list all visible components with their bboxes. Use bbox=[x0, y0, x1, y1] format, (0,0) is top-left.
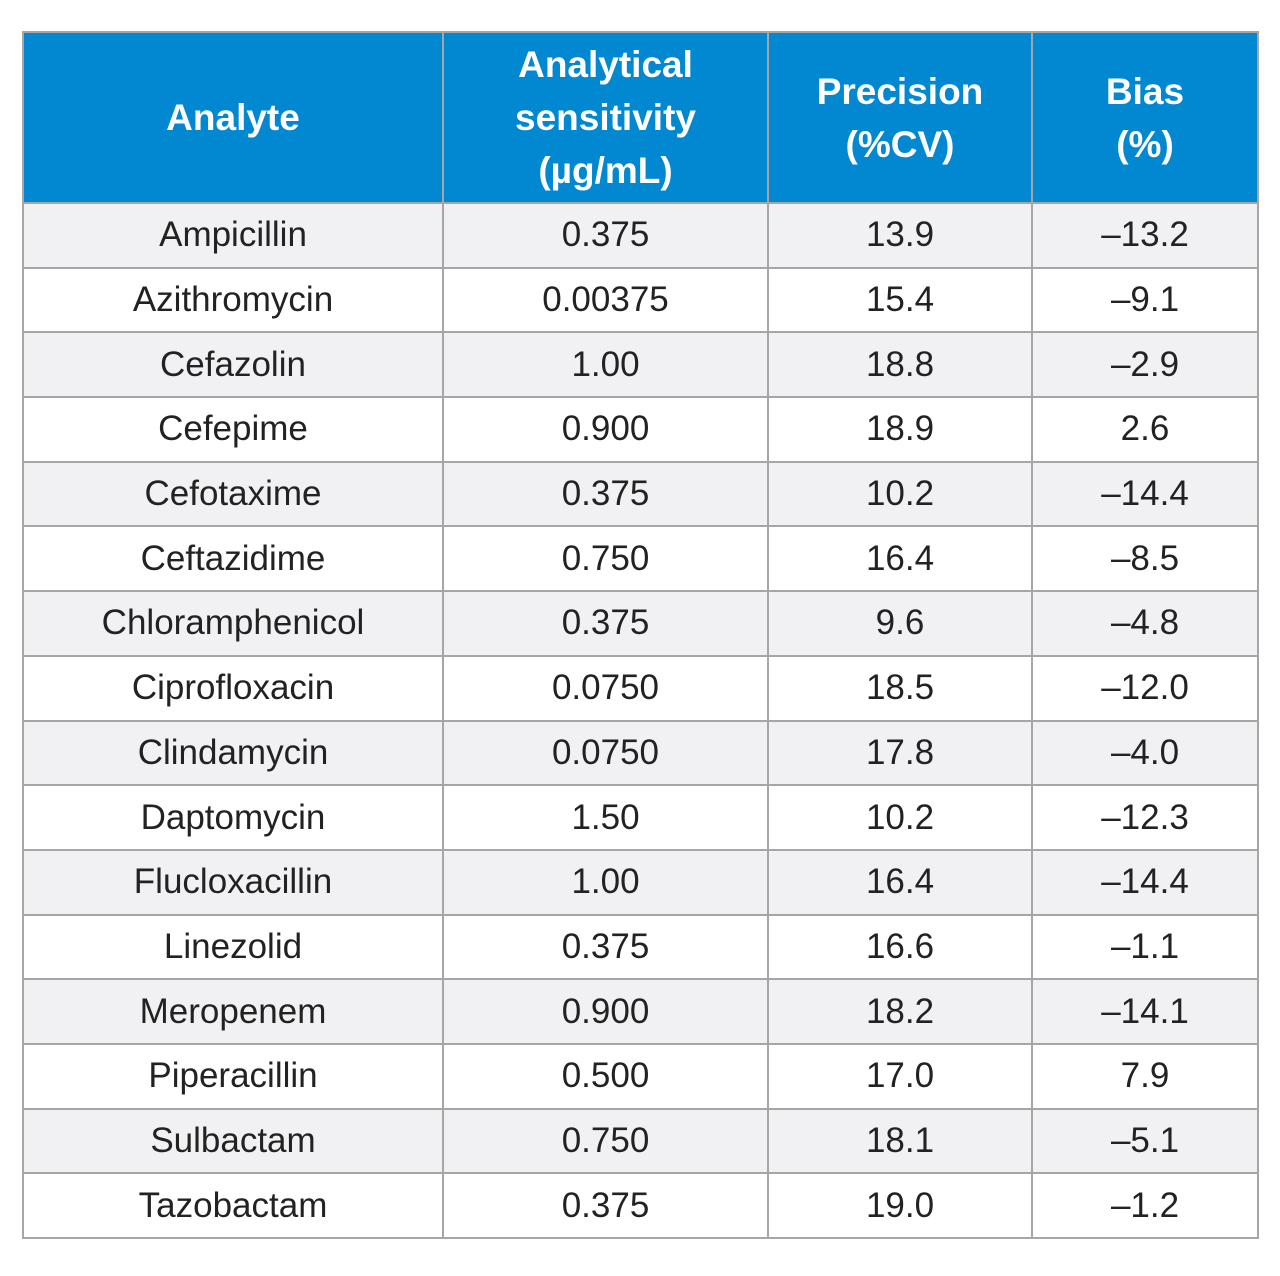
analyte-cell: Sulbactam bbox=[22, 1107, 444, 1175]
precision-cell: 9.6 bbox=[767, 590, 1033, 657]
sensitivity-cell: 1.50 bbox=[442, 784, 769, 851]
table-row: Clindamycin 0.0750 17.8 –4.0 bbox=[22, 719, 1259, 787]
table-row: Sulbactam 0.750 18.1 –5.1 bbox=[22, 1107, 1259, 1175]
bias-cell: –1.1 bbox=[1031, 913, 1259, 981]
table-row: Daptomycin 1.50 10.2 –12.3 bbox=[22, 784, 1259, 851]
sensitivity-cell: 0.0750 bbox=[442, 654, 769, 722]
table-row: Piperacillin 0.500 17.0 7.9 bbox=[22, 1042, 1259, 1110]
analyte-cell: Cefotaxime bbox=[22, 460, 444, 528]
sensitivity-cell: 1.00 bbox=[442, 331, 769, 399]
bias-cell: –12.3 bbox=[1031, 784, 1259, 851]
analyte-cell: Meropenem bbox=[22, 978, 444, 1045]
sensitivity-cell: 0.0750 bbox=[442, 719, 769, 787]
analyte-cell: Cefazolin bbox=[22, 331, 444, 399]
analyte-cell: Linezolid bbox=[22, 913, 444, 981]
bias-cell: 2.6 bbox=[1031, 396, 1259, 463]
analyte-cell: Piperacillin bbox=[22, 1042, 444, 1110]
table-row: Tazobactam 0.375 19.0 –1.2 bbox=[22, 1172, 1259, 1239]
table-row: Cefepime 0.900 18.9 2.6 bbox=[22, 396, 1259, 463]
sensitivity-cell: 0.375 bbox=[442, 590, 769, 657]
table-row: Cefotaxime 0.375 10.2 –14.4 bbox=[22, 460, 1259, 528]
analyte-cell: Ampicillin bbox=[22, 202, 444, 269]
table-row: Meropenem 0.900 18.2 –14.1 bbox=[22, 978, 1259, 1045]
precision-cell: 16.6 bbox=[767, 913, 1033, 981]
table-row: Cefazolin 1.00 18.8 –2.9 bbox=[22, 331, 1259, 399]
bias-cell: –9.1 bbox=[1031, 266, 1259, 334]
sensitivity-cell: 0.750 bbox=[442, 525, 769, 593]
table-row: Chloramphenicol 0.375 9.6 –4.8 bbox=[22, 590, 1259, 657]
precision-cell: 19.0 bbox=[767, 1172, 1033, 1239]
precision-cell: 15.4 bbox=[767, 266, 1033, 334]
sensitivity-column-header: Analytical sensitivity (µg/mL) bbox=[442, 31, 769, 204]
bias-column-header: Bias (%) bbox=[1031, 31, 1259, 204]
sensitivity-cell: 0.900 bbox=[442, 396, 769, 463]
table-row: Ampicillin 0.375 13.9 –13.2 bbox=[22, 202, 1259, 269]
bias-cell: –13.2 bbox=[1031, 202, 1259, 269]
bias-cell: –4.8 bbox=[1031, 590, 1259, 657]
sensitivity-cell: 0.375 bbox=[442, 913, 769, 981]
precision-cell: 18.8 bbox=[767, 331, 1033, 399]
header-line: Analytical bbox=[518, 44, 693, 85]
precision-cell: 18.5 bbox=[767, 654, 1033, 722]
analyte-column-header: Analyte bbox=[22, 31, 444, 204]
analyte-cell: Chloramphenicol bbox=[22, 590, 444, 657]
analyte-cell: Cefepime bbox=[22, 396, 444, 463]
header-line: Precision bbox=[816, 70, 984, 112]
analyte-table-container: Analyte Analytical sensitivity (µg/mL) Preci… bbox=[22, 31, 1259, 1239]
header-line: Bias bbox=[1105, 70, 1185, 112]
table-row: Ceftazidime 0.750 16.4 –8.5 bbox=[22, 525, 1259, 593]
sensitivity-cell: 0.375 bbox=[442, 202, 769, 269]
sensitivity-cell: 0.375 bbox=[442, 1172, 769, 1239]
bias-cell: –8.5 bbox=[1031, 525, 1259, 593]
bias-cell: –14.4 bbox=[1031, 460, 1259, 528]
sensitivity-cell: 0.00375 bbox=[442, 266, 769, 334]
analyte-cell: Ceftazidime bbox=[22, 525, 444, 593]
bias-cell: –4.0 bbox=[1031, 719, 1259, 787]
sensitivity-cell: 0.500 bbox=[442, 1042, 769, 1110]
bias-cell: 7.9 bbox=[1031, 1042, 1259, 1110]
precision-cell: 10.2 bbox=[767, 460, 1033, 528]
analyte-cell: Flucloxacillin bbox=[22, 848, 444, 916]
bias-cell: –14.1 bbox=[1031, 978, 1259, 1045]
sensitivity-cell: 1.00 bbox=[442, 848, 769, 916]
table-body: Ampicillin 0.375 13.9 –13.2 Azithromycin 0.00… bbox=[22, 202, 1259, 1239]
precision-cell: 10.2 bbox=[767, 784, 1033, 851]
analyte-cell: Tazobactam bbox=[22, 1172, 444, 1239]
precision-cell: 17.8 bbox=[767, 719, 1033, 787]
bias-cell: –14.4 bbox=[1031, 848, 1259, 916]
precision-cell: 13.9 bbox=[767, 202, 1033, 269]
analyte-cell: Daptomycin bbox=[22, 784, 444, 851]
header-line: (%) bbox=[1116, 123, 1174, 165]
precision-cell: 16.4 bbox=[767, 525, 1033, 593]
table-row: Ciprofloxacin 0.0750 18.5 –12.0 bbox=[22, 654, 1259, 722]
bias-cell: –1.2 bbox=[1031, 1172, 1259, 1239]
precision-cell: 16.4 bbox=[767, 848, 1033, 916]
analyte-cell: Clindamycin bbox=[22, 719, 444, 787]
precision-column-header: Precision (%CV) bbox=[767, 31, 1033, 204]
precision-cell: 18.9 bbox=[767, 396, 1033, 463]
precision-cell: 18.2 bbox=[767, 978, 1033, 1045]
table-header: Analyte Analytical sensitivity (µg/mL) Preci… bbox=[22, 31, 1259, 204]
header-line: (µg/mL) bbox=[538, 150, 673, 191]
sensitivity-cell: 0.900 bbox=[442, 978, 769, 1045]
analyte-table: Analyte Analytical sensitivity (µg/mL) Preci… bbox=[22, 31, 1259, 1239]
header-row: Analyte Analytical sensitivity (µg/mL) Preci… bbox=[22, 31, 1259, 204]
precision-cell: 18.1 bbox=[767, 1107, 1033, 1175]
table-row: Linezolid 0.375 16.6 –1.1 bbox=[22, 913, 1259, 981]
table-row: Azithromycin 0.00375 15.4 –9.1 bbox=[22, 266, 1259, 334]
table-row: Flucloxacillin 1.00 16.4 –14.4 bbox=[22, 848, 1259, 916]
header-line: sensitivity bbox=[515, 97, 696, 138]
bias-cell: –5.1 bbox=[1031, 1107, 1259, 1175]
precision-cell: 17.0 bbox=[767, 1042, 1033, 1110]
analyte-cell: Ciprofloxacin bbox=[22, 654, 444, 722]
analyte-cell: Azithromycin bbox=[22, 266, 444, 334]
sensitivity-cell: 0.750 bbox=[442, 1107, 769, 1175]
header-line: (%CV) bbox=[845, 123, 955, 165]
bias-cell: –2.9 bbox=[1031, 331, 1259, 399]
header-line: Analyte bbox=[166, 97, 300, 138]
bias-cell: –12.0 bbox=[1031, 654, 1259, 722]
sensitivity-cell: 0.375 bbox=[442, 460, 769, 528]
